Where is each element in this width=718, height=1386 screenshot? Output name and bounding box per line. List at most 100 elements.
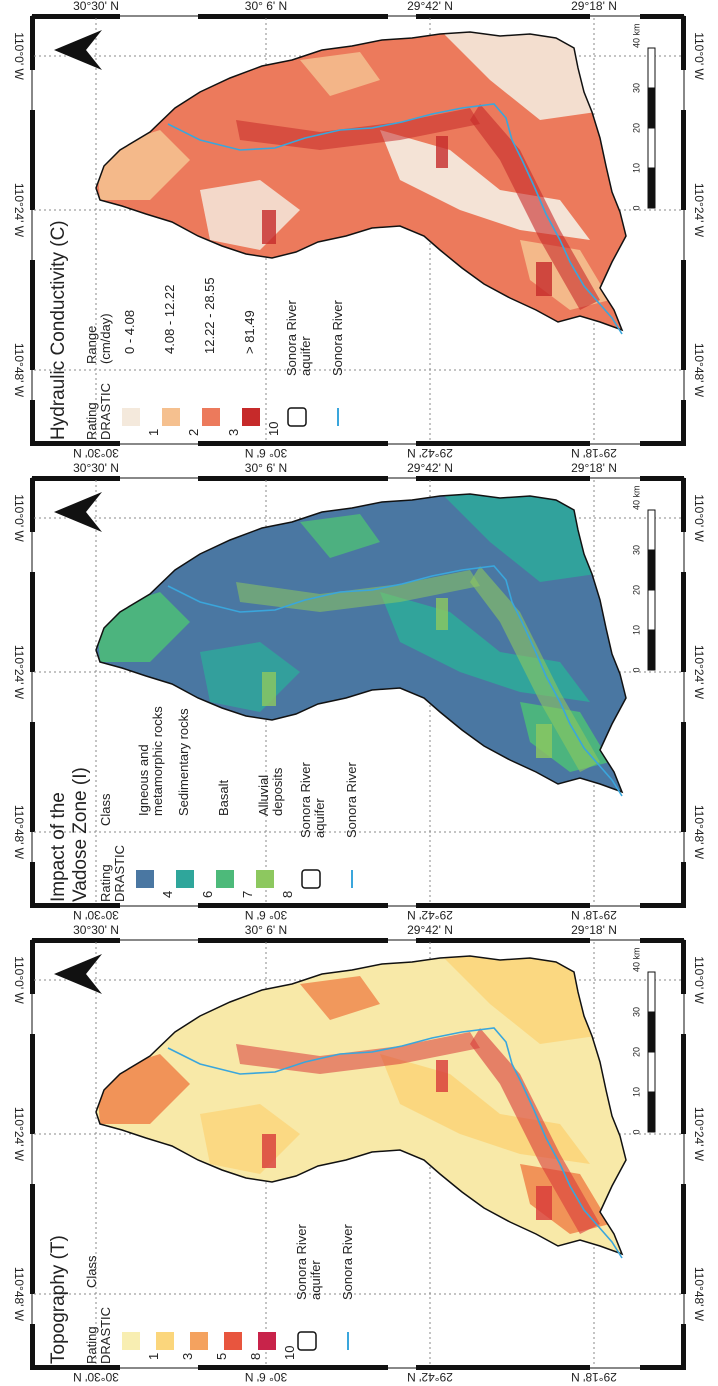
scale-label: 40 km <box>631 23 641 48</box>
panel-hydraulic-conductivity: 30°30' N 30°30' N 30° 6' N 30° 6' N 29°42' N… <box>0 0 718 462</box>
legend-rating: 5 <box>214 1353 229 1360</box>
river-label: Sonora River <box>330 299 345 376</box>
lon-label-left: 110°0' W <box>12 32 26 80</box>
scale-bar: 0 10 20 30 40 km <box>631 947 656 1135</box>
aquifer-swatch <box>297 1331 317 1351</box>
lon-label-right: 110°0' W <box>692 494 706 542</box>
lon-label-right: 110°24' W <box>692 645 706 700</box>
lon-label-right: 110°24' W <box>692 1107 706 1162</box>
legend-swatch <box>224 1332 242 1350</box>
legend-swatch <box>122 408 140 426</box>
aquifer-swatch <box>287 407 307 427</box>
aquifer-label: Sonora Riveraquifer <box>294 1223 323 1300</box>
scale-label: 20 <box>631 123 641 133</box>
legend-rating: 1 <box>146 429 161 436</box>
map-t: 30°30' N 30°30' N 30° 6' N 30° 6' N 29°42' N… <box>12 924 706 1384</box>
scale-label: 0 <box>631 205 641 210</box>
legend-heading-rating: RatingDRASTIC <box>84 1307 113 1364</box>
lat-label-top: 29°42' N <box>407 462 453 475</box>
legend-rating: 6 <box>200 891 215 898</box>
lat-label-top: 30°30' N <box>73 0 119 13</box>
lon-label-left: 110°48' W <box>12 1267 26 1322</box>
lat-label-bottom: 30° 6' N <box>245 446 287 460</box>
scale-label: 10 <box>631 625 641 635</box>
lat-label-top: 29°42' N <box>407 0 453 13</box>
scale-bar: 0 10 20 30 40 km <box>631 485 656 673</box>
lon-label-right: 110°0' W <box>692 32 706 80</box>
north-arrow-icon <box>54 954 102 994</box>
lon-label-left: 110°48' W <box>12 343 26 398</box>
legend-swatch <box>156 1332 174 1350</box>
lat-label-top: 29°18' N <box>571 924 617 937</box>
scale-label: 0 <box>631 667 641 672</box>
legend-title: Hydraulic Conductivity (C) <box>48 220 69 440</box>
map-c: 30°30' N 30°30' N 30° 6' N 30° 6' N 29°42' N… <box>12 0 706 460</box>
legend-class-label: 4.08 - 12.22 <box>162 285 177 354</box>
legend-rating: 8 <box>280 891 295 898</box>
legend-class-label: Alluvialdeposits <box>256 767 285 816</box>
legend-heading-rating: RatingDRASTIC <box>84 383 113 440</box>
legend-rating: 10 <box>282 1346 297 1360</box>
map-i: 30°30' N 30°30' N 30° 6' N 30° 6' N 29°42' N… <box>12 462 706 922</box>
scale-label: 30 <box>631 1007 641 1017</box>
scale-label: 10 <box>631 1087 641 1097</box>
legend-class-label: 0 - 4.08 <box>122 310 137 354</box>
legend-rating: 10 <box>266 422 281 436</box>
lat-label-bottom: 30°30' N <box>73 1370 119 1384</box>
legend-swatch <box>136 870 154 888</box>
legend-swatch <box>190 1332 208 1350</box>
scale-label: 40 km <box>631 947 641 972</box>
legend-rating: 4 <box>160 891 175 898</box>
lat-label-top: 29°18' N <box>571 462 617 475</box>
legend: Impact of theVadose Zone (I) RatingDRASTI… <box>48 706 359 902</box>
legend-rating: 8 <box>248 1353 263 1360</box>
lat-label-top: 29°42' N <box>407 924 453 937</box>
panel-vadose-zone: 30°30' N 30°30' N 30° 6' N 30° 6' N 29°42' N… <box>0 462 718 924</box>
lat-label-bottom: 29°18' N <box>571 908 617 922</box>
lon-label-left: 110°24' W <box>12 1107 26 1162</box>
lon-label-left: 110°0' W <box>12 956 26 1004</box>
legend-class-label: Igneous andmetamorphic rocks <box>136 706 165 816</box>
lat-label-bottom: 30° 6' N <box>245 908 287 922</box>
scale-bar: 0 10 20 30 40 km <box>631 23 656 211</box>
lat-label-top: 30° 6' N <box>245 462 287 475</box>
scale-label: 0 <box>631 1129 641 1134</box>
north-arrow-icon <box>54 30 102 70</box>
legend-rating: 2 <box>186 429 201 436</box>
lon-label-left: 110°48' W <box>12 805 26 860</box>
sonora-river <box>167 565 623 797</box>
legend-title: Impact of theVadose Zone (I) <box>48 767 91 902</box>
north-arrow-icon <box>54 492 102 532</box>
lat-label-bottom: 30°30' N <box>73 908 119 922</box>
lon-label-right: 110°48' W <box>692 1267 706 1322</box>
legend-swatch <box>122 1332 140 1350</box>
legend-rating: 1 <box>146 1353 161 1360</box>
legend-class-label: 12.22 - 28.55 <box>202 277 217 354</box>
lat-label-top: 30°30' N <box>73 462 119 475</box>
legend-class-label: Sedimentary rocks <box>176 708 191 816</box>
lat-label-bottom: 29°42' N <box>407 446 453 460</box>
lat-label-bottom: 29°18' N <box>571 446 617 460</box>
river-label: Sonora River <box>340 1223 355 1300</box>
legend-heading-class: Class <box>84 1255 99 1288</box>
scale-label: 40 km <box>631 485 641 510</box>
lon-label-right: 110°24' W <box>692 183 706 238</box>
lat-label-top: 30° 6' N <box>245 0 287 13</box>
lon-label-right: 110°48' W <box>692 805 706 860</box>
legend-heading-class: Range(cm/day) <box>84 313 113 364</box>
lat-label-bottom: 29°42' N <box>407 1370 453 1384</box>
lon-label-left: 110°0' W <box>12 494 26 542</box>
legend-swatch <box>256 870 274 888</box>
legend-swatch <box>162 408 180 426</box>
sonora-river <box>167 1027 623 1259</box>
legend-rating: 3 <box>226 429 241 436</box>
legend-rating: 3 <box>180 1353 195 1360</box>
lat-label-bottom: 29°42' N <box>407 908 453 922</box>
lat-label-bottom: 30°30' N <box>73 446 119 460</box>
scale-label: 30 <box>631 83 641 93</box>
river-label: Sonora River <box>344 761 359 838</box>
legend-class-label: Basalt <box>216 779 231 816</box>
legend-swatch <box>216 870 234 888</box>
lon-label-right: 110°0' W <box>692 956 706 1004</box>
lat-label-top: 30°30' N <box>73 924 119 937</box>
